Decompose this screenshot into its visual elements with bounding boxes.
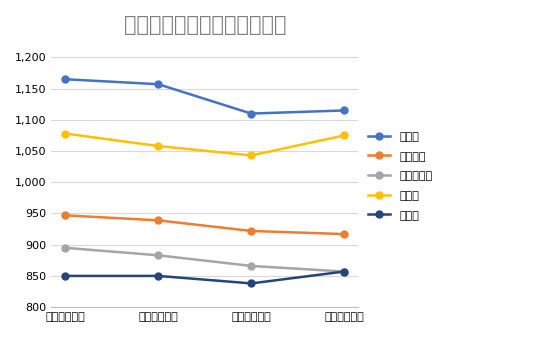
熊谷市	[341, 109, 348, 113]
埼玉県平均	[341, 270, 348, 274]
Line: 深谷市: 深谷市	[62, 130, 348, 159]
Line: 全国平均: 全国平均	[62, 212, 348, 238]
熊谷市	[155, 82, 161, 86]
深谷市	[248, 153, 255, 157]
埼玉県平均	[248, 264, 255, 268]
寄居町	[155, 274, 161, 278]
深谷市	[341, 133, 348, 137]
Line: 埼玉県平均: 埼玉県平均	[62, 244, 348, 275]
Title: １人１日当たりのごみ発生量: １人１日当たりのごみ発生量	[123, 15, 286, 35]
埼玉県平均	[155, 253, 161, 257]
全国平均	[341, 232, 348, 236]
深谷市	[62, 131, 69, 135]
全国平均	[155, 218, 161, 222]
深谷市	[155, 144, 161, 148]
寄居町	[341, 270, 348, 274]
寄居町	[248, 281, 255, 285]
全国平均	[248, 229, 255, 233]
寄居町	[62, 274, 69, 278]
熊谷市	[62, 77, 69, 81]
熊谷市	[248, 112, 255, 116]
Legend: 熊谷市, 全国平均, 埼玉県平均, 深谷市, 寄居町: 熊谷市, 全国平均, 埼玉県平均, 深谷市, 寄居町	[364, 127, 437, 225]
全国平均	[62, 213, 69, 217]
Line: 寄居町: 寄居町	[62, 268, 348, 287]
埼玉県平均	[62, 246, 69, 250]
Line: 熊谷市: 熊谷市	[62, 76, 348, 117]
